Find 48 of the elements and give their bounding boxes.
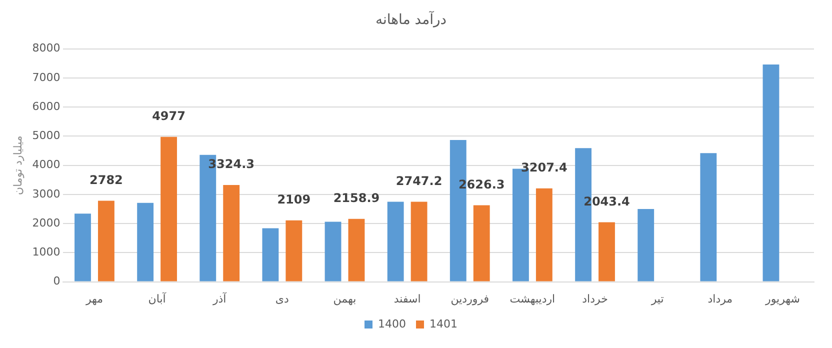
- bar: [324, 222, 342, 282]
- y-tick-label: 8000: [32, 42, 60, 55]
- data-label: 2158.9: [333, 191, 380, 206]
- bar: [762, 64, 780, 282]
- x-tick-label: آذر: [212, 291, 228, 306]
- x-tick-label: تیر: [650, 292, 664, 306]
- x-tick-label: مرداد: [708, 292, 733, 306]
- bar: [638, 208, 654, 282]
- data-label: 2782: [90, 172, 123, 187]
- bar: [286, 220, 302, 282]
- data-label: 2747.2: [396, 174, 442, 188]
- legend-label: 1401: [430, 317, 458, 330]
- x-tick-label: آبان: [148, 291, 167, 306]
- bar: [74, 214, 91, 282]
- y-tick-label: 3000: [32, 187, 60, 200]
- legend-label: 1400: [378, 317, 406, 330]
- data-label: 2109: [277, 192, 311, 206]
- bar: [160, 136, 177, 282]
- bar: [598, 222, 615, 282]
- bar: [348, 218, 365, 282]
- chart-title: درآمد ماهانه: [376, 10, 446, 28]
- y-tick-label: 4000: [32, 158, 60, 172]
- y-tick-label: 5000: [32, 129, 60, 142]
- x-tick-label: بهمن: [333, 292, 356, 306]
- data-label: 3207.4: [521, 160, 568, 175]
- x-tick-label: دی: [275, 292, 290, 306]
- bar: [262, 228, 279, 282]
- data-label: 4977: [152, 108, 186, 123]
- x-tick-label: شهریور: [764, 292, 800, 306]
- bar: [536, 188, 552, 282]
- x-tick-label: اردیبهشت: [510, 292, 556, 306]
- y-tick-label: 6000: [32, 100, 60, 113]
- x-tick-label: خرداد: [582, 292, 608, 306]
- x-tick-label: مهر: [84, 292, 104, 306]
- bar: [387, 202, 404, 282]
- bar: [473, 205, 490, 282]
- bar: [410, 202, 428, 282]
- bar: [700, 153, 717, 282]
- y-tick-label: 2000: [32, 216, 60, 230]
- bar: [98, 200, 114, 282]
- y-tick-label: 1000: [32, 246, 60, 259]
- x-tick-label: اسفند: [394, 292, 421, 306]
- y-tick-label: 7000: [32, 70, 60, 84]
- x-tick-label: فروردین: [450, 292, 490, 306]
- y-tick-label: 0: [53, 274, 60, 288]
- y-axis-title: میلیارد تومان: [11, 136, 24, 195]
- bar: [223, 184, 240, 282]
- bar: [137, 202, 154, 282]
